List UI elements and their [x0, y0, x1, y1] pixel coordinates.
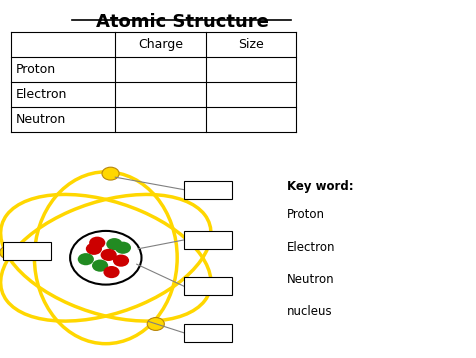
Circle shape — [70, 231, 141, 285]
Bar — [184, 277, 231, 295]
Bar — [184, 231, 231, 249]
Text: Charge: Charge — [138, 38, 183, 51]
Circle shape — [147, 318, 164, 330]
Circle shape — [86, 243, 102, 255]
Text: Atomic Structure: Atomic Structure — [95, 13, 268, 30]
Bar — [3, 242, 51, 260]
Text: Electron: Electron — [15, 88, 67, 101]
Text: Proton: Proton — [286, 208, 324, 221]
Text: Electron: Electron — [286, 241, 335, 253]
Bar — [184, 181, 231, 199]
Text: Neutron: Neutron — [15, 113, 66, 126]
Text: nucleus: nucleus — [286, 305, 332, 318]
Circle shape — [78, 253, 94, 265]
Text: Proton: Proton — [15, 63, 55, 76]
Bar — [184, 324, 231, 342]
Circle shape — [113, 255, 129, 267]
Circle shape — [102, 167, 119, 180]
Circle shape — [106, 238, 122, 250]
Circle shape — [92, 260, 108, 272]
Circle shape — [115, 242, 131, 254]
Circle shape — [89, 237, 105, 249]
Text: Key word:: Key word: — [286, 180, 353, 193]
Circle shape — [103, 266, 119, 278]
Text: Size: Size — [238, 38, 263, 51]
Text: Neutron: Neutron — [286, 273, 334, 286]
Circle shape — [100, 249, 117, 261]
Circle shape — [0, 246, 17, 259]
